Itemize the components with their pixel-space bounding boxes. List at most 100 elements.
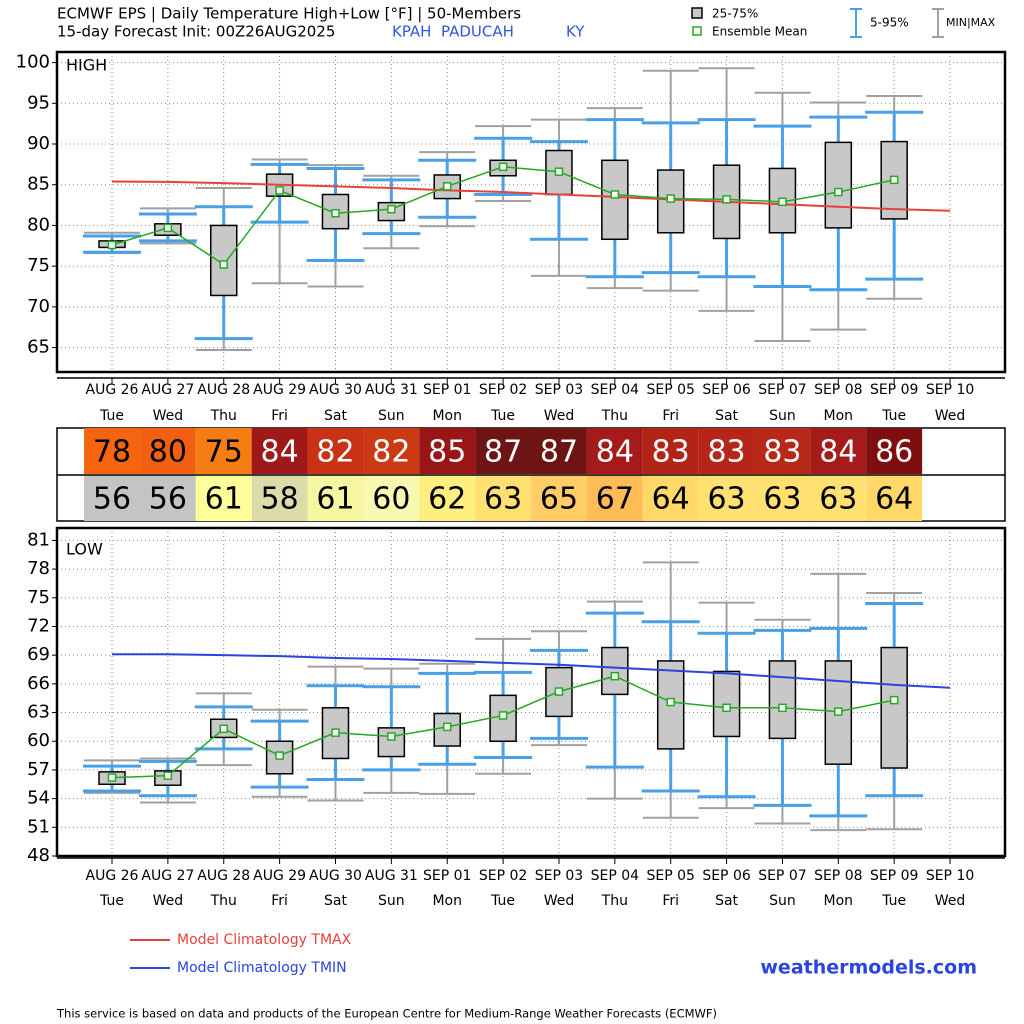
mean-marker [666,194,675,203]
legend-mean-icon [692,26,702,36]
table-cell [642,428,699,474]
box-25-75 [824,141,853,229]
x-tick-label: AUG 30 [309,868,362,884]
table-value: 63 [484,482,522,517]
x-tick-label: SEP 08 [814,382,862,398]
plot-area [57,528,1005,856]
mean-marker [778,703,787,713]
legend-range: MIN|MAX [946,16,996,29]
x-weekday-label: Mon [824,893,854,909]
x-weekday-label: Wed [935,408,966,424]
table-cell [419,475,476,521]
table-cell [195,475,252,521]
mean-marker [554,687,564,696]
table-cell [754,475,811,521]
mean-marker [107,773,117,782]
x-weekday-label: Wed [544,408,575,424]
x-weekday-label: Tue [99,893,124,909]
state: KY [566,23,585,41]
panel-label: HIGH [66,56,107,75]
mean-marker [442,182,452,191]
legend-tmax: Model Climatology TMAX [177,932,352,948]
table-value: 56 [93,482,131,517]
mean-marker [610,671,620,681]
mean-marker [219,724,228,734]
x-weekday-label: Wed [153,893,184,909]
mean-marker [331,208,340,218]
mean-marker [834,707,843,716]
station: KPAH PADUCAH [392,23,514,41]
x-tick-label: SEP 07 [758,868,806,884]
table-value: 82 [316,435,354,470]
x-tick-label: SEP 04 [591,868,640,884]
x-weekday-label: Sat [324,408,347,424]
table-value: 87 [540,435,578,470]
table-value: 63 [819,482,857,517]
x-weekday-label: Sun [378,408,405,424]
mean-marker [666,697,675,707]
table-cell [586,475,643,521]
x-weekday-label: Sat [715,408,738,424]
mean-marker [834,187,843,197]
table-value: 65 [540,482,578,517]
table-cell [698,428,755,474]
y-tick-label: 85 [27,174,50,195]
table-cell [642,475,699,521]
table-cell [251,428,308,474]
climatology-line [111,180,951,212]
x-weekday-label: Tue [490,893,515,909]
y-tick-label: 54 [27,788,50,809]
legend-mean: Ensemble Mean [712,25,807,39]
mean-marker [498,162,508,172]
y-tick-label: 66 [27,673,50,694]
x-tick-label: SEP 08 [814,868,862,884]
x-weekday-label: Wed [935,893,966,909]
x-tick-label: SEP 04 [591,382,640,398]
x-weekday-label: Mon [432,893,462,909]
box-25-75 [601,159,629,241]
table-cell [586,428,643,474]
box-25-75 [880,646,908,769]
table-value: 82 [372,435,410,470]
box-25-75 [712,670,741,738]
x-tick-label: AUG 31 [365,382,418,398]
table-value: 62 [428,482,466,517]
mean-marker [387,204,396,214]
x-tick-label: SEP 01 [423,382,471,398]
table-value: 63 [707,482,745,517]
table-cell [754,428,811,474]
x-weekday-label: Mon [824,408,854,424]
legend-box: 25-75% [712,7,758,21]
mean-marker [387,732,396,741]
table-value: 61 [205,482,243,517]
x-weekday-label: Thu [210,893,237,909]
x-tick-label: SEP 05 [646,382,694,398]
table-cell [139,428,196,474]
x-weekday-label: Fri [662,408,679,424]
y-tick-label: 80 [27,214,50,235]
x-weekday-label: Thu [601,408,628,424]
table-cell [251,475,308,521]
legend-whisker: 5-95% [870,16,909,30]
x-tick-label: SEP 02 [479,868,527,884]
legend-range-icon [932,8,944,38]
x-tick-label: SEP 06 [702,868,751,884]
mean-marker [275,186,284,195]
x-weekday-label: Fri [271,893,288,909]
table-cell [698,475,755,521]
x-tick-label: AUG 27 [141,382,194,398]
mean-marker [610,190,620,199]
table-value: 63 [763,482,801,517]
table-value: 56 [149,482,187,517]
table-value: 80 [149,435,187,470]
x-weekday-label: Sun [378,893,405,909]
table-value: 83 [707,435,745,470]
x-tick-label: SEP 07 [758,382,806,398]
table-cell [363,475,420,521]
table-cell [475,475,532,521]
mean-marker [275,751,284,760]
x-weekday-label: Tue [490,408,515,424]
box-25-75 [601,646,629,696]
table-cell [363,428,420,474]
